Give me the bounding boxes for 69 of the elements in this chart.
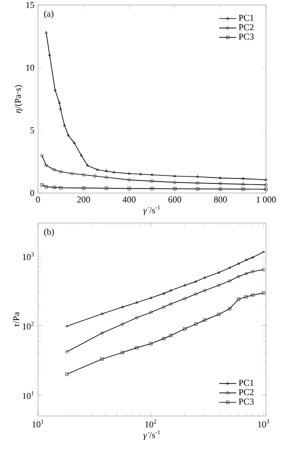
legend-label: PC3 — [238, 398, 254, 405]
y-tick-label: 10$^{3}$ — [22, 252, 34, 260]
point — [218, 176, 222, 179]
x-tick-label: 200 — [77, 196, 90, 203]
y-tick-label: 10 — [26, 64, 34, 71]
point — [54, 88, 57, 92]
point — [44, 164, 48, 168]
point — [52, 168, 56, 172]
point — [96, 168, 99, 171]
point — [218, 182, 222, 186]
point — [150, 187, 154, 190]
legend-label: PC1 — [238, 14, 254, 21]
point — [173, 187, 176, 190]
point — [173, 180, 176, 184]
y-tick-label: 15 — [26, 2, 34, 8]
point — [128, 172, 131, 174]
x-axis-title: γ̇/s$^{-1}$ — [143, 430, 160, 440]
y-tick-label: 10$^{1}$ — [22, 391, 34, 400]
point — [242, 182, 245, 186]
y-axis-title: η/(Pa·s) — [14, 85, 23, 113]
annotation: (a) — [44, 10, 54, 19]
point — [58, 101, 61, 104]
point — [218, 187, 222, 191]
point — [66, 134, 70, 136]
point — [59, 186, 62, 190]
legend-label: PC1 — [238, 380, 254, 386]
x-tick-label: 0 — [36, 196, 40, 203]
point — [128, 186, 131, 190]
point — [150, 173, 154, 176]
point — [112, 170, 116, 174]
point — [196, 187, 200, 190]
legend-label: PC2 — [238, 389, 254, 396]
point — [82, 173, 86, 176]
point — [59, 170, 62, 174]
point — [104, 186, 108, 190]
x-tick-label: 1 000 — [256, 196, 276, 203]
point — [70, 172, 74, 176]
x-tick-label: 800 — [214, 196, 227, 203]
point — [82, 186, 86, 190]
point — [196, 181, 200, 185]
point — [150, 180, 154, 183]
point — [93, 174, 97, 178]
x-tick-label: 400 — [122, 196, 136, 203]
point — [173, 174, 176, 177]
y-tick-label: 5 — [30, 127, 34, 134]
x-axis-title: γ̇/s$^{-1}$ — [143, 205, 160, 216]
point — [48, 54, 52, 56]
point — [242, 188, 245, 191]
legend-label: PC2 — [238, 24, 254, 30]
point — [63, 124, 66, 126]
x-tick-label: 10$^{3}$ — [258, 420, 270, 428]
point — [72, 141, 76, 144]
point — [139, 172, 142, 176]
point — [104, 176, 108, 179]
point — [80, 154, 83, 156]
y-tick-label: 10$^{2}$ — [22, 322, 34, 330]
point — [196, 175, 200, 178]
annotation: (b) — [44, 228, 54, 237]
point — [44, 185, 48, 188]
point — [59, 107, 62, 110]
y-tick-label: 0 — [30, 190, 34, 196]
point — [104, 169, 108, 172]
point — [242, 176, 245, 180]
x-tick-label: 600 — [168, 196, 182, 203]
legend-label: PC3 — [238, 34, 254, 40]
point — [128, 178, 131, 182]
point — [86, 164, 89, 166]
point — [52, 186, 56, 189]
x-tick-label: 10$^{2}$ — [145, 420, 156, 428]
